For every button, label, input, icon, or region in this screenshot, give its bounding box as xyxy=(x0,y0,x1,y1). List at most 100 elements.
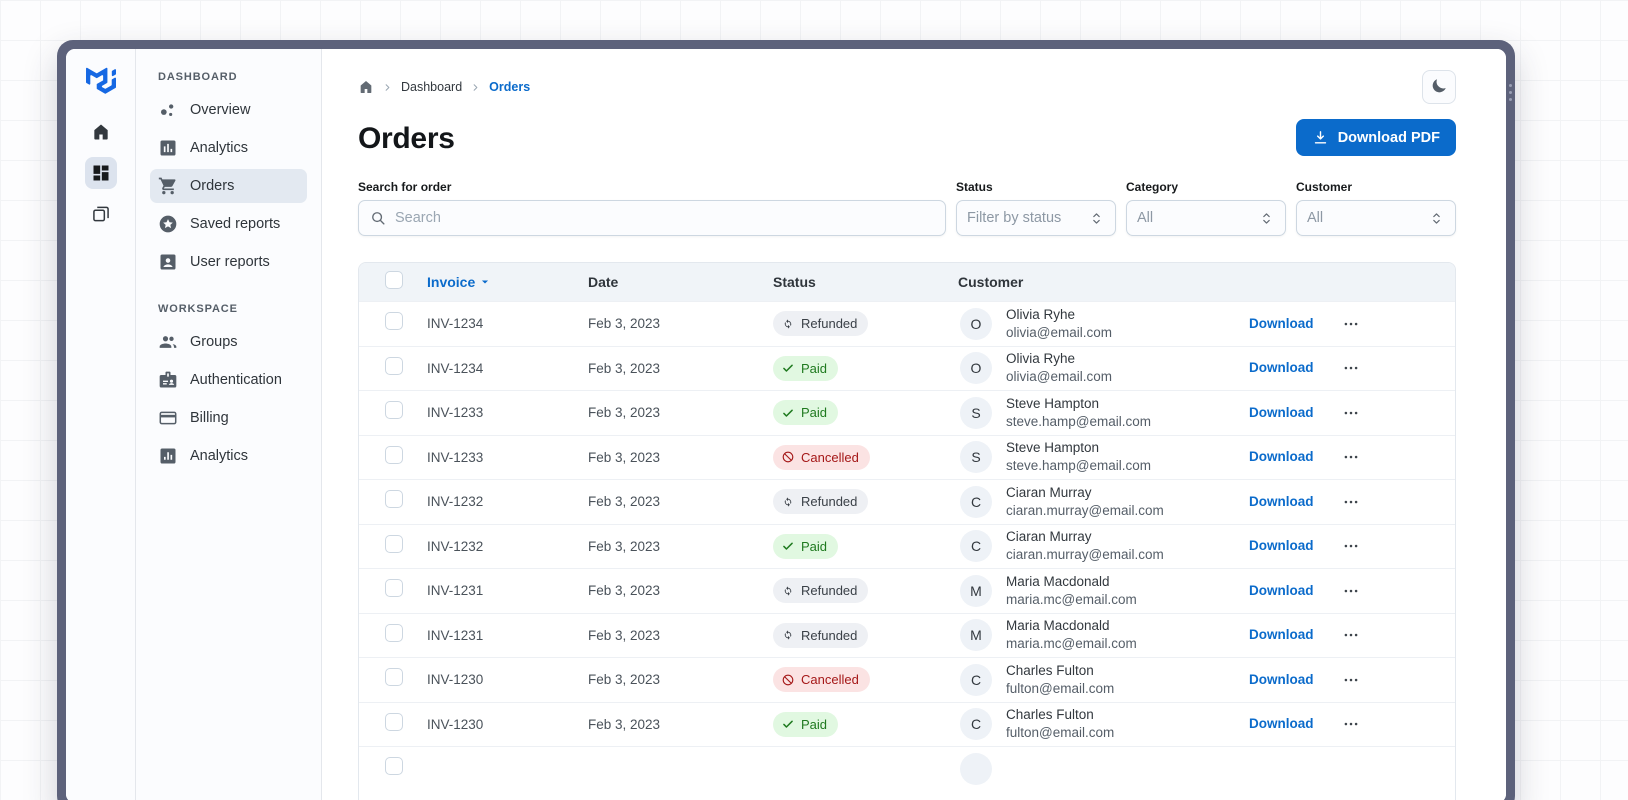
row-menu-button[interactable] xyxy=(1339,312,1363,336)
download-link[interactable]: Download xyxy=(1249,360,1314,376)
mui-logo[interactable] xyxy=(85,67,116,94)
sidebar-item-authentication[interactable]: Authentication xyxy=(150,363,307,397)
status-chip: Refunded xyxy=(773,489,869,515)
avatar xyxy=(960,752,992,785)
customer-cell: C Ciaran Murray ciaran.murray@email.com xyxy=(958,528,1249,564)
status-label: Paid xyxy=(801,405,828,421)
download-link[interactable]: Download xyxy=(1249,671,1314,687)
filter-label: Customer xyxy=(1296,180,1353,194)
check-icon xyxy=(781,539,795,553)
sidebar-item-user-reports[interactable]: User reports xyxy=(150,245,307,279)
check-icon xyxy=(781,717,795,731)
customer-email: steve.hamp@email.com xyxy=(1006,458,1152,474)
customer-name: Steve Hampton xyxy=(1006,395,1100,411)
download-link[interactable]: Download xyxy=(1249,582,1314,598)
filter-select-value: All xyxy=(1137,210,1154,226)
download-link[interactable]: Download xyxy=(1249,404,1314,420)
column-header-invoice[interactable]: Invoice xyxy=(427,274,588,290)
row-checkbox[interactable] xyxy=(385,623,403,642)
row-menu-button[interactable] xyxy=(1339,712,1363,736)
select-arrows-icon xyxy=(1428,210,1445,227)
row-checkbox[interactable] xyxy=(385,490,403,509)
search-label: Search for order xyxy=(358,180,452,194)
row-menu-button[interactable] xyxy=(1339,401,1363,425)
sidebar-item-billing[interactable]: Billing xyxy=(150,401,307,435)
status-label: Refunded xyxy=(801,316,858,332)
row-checkbox[interactable] xyxy=(385,401,403,420)
sidebar-item-analytics[interactable]: Analytics xyxy=(150,439,307,473)
download-link[interactable]: Download xyxy=(1249,627,1314,643)
row-checkbox[interactable] xyxy=(385,712,403,731)
status-label: Cancelled xyxy=(801,672,859,688)
row-menu-button[interactable] xyxy=(1339,490,1363,514)
column-header-date: Date xyxy=(588,274,619,290)
sidebar-item-overview[interactable]: Overview xyxy=(150,93,307,127)
row-menu-button[interactable] xyxy=(1339,356,1363,380)
filter-select-category[interactable]: All xyxy=(1126,200,1286,236)
customer-name: Maria Macdonald xyxy=(1006,573,1110,589)
invoice-cell: INV-1231 xyxy=(427,627,484,643)
sidebar-item-analytics[interactable]: Analytics xyxy=(150,131,307,165)
row-checkbox[interactable] xyxy=(385,445,403,464)
credit-card-icon xyxy=(158,408,178,428)
rail-button-dashboard[interactable] xyxy=(84,157,117,189)
filter-select-value: All xyxy=(1307,210,1324,226)
moon-icon xyxy=(1430,77,1448,98)
sidebar-item-label: Analytics xyxy=(190,448,249,464)
status-label: Paid xyxy=(801,360,828,376)
download-link[interactable]: Download xyxy=(1249,493,1314,509)
avatar: S xyxy=(960,396,992,429)
filter-select-status[interactable]: Filter by status xyxy=(956,200,1116,236)
customer-cell: O Olivia Ryhe olivia@email.com xyxy=(958,306,1249,342)
download-link[interactable]: Download xyxy=(1249,315,1314,331)
sidebar-item-saved-reports[interactable]: Saved reports xyxy=(150,207,307,241)
customer-email: maria.mc@email.com xyxy=(1006,636,1137,652)
date-cell: Feb 3, 2023 xyxy=(588,716,661,732)
breadcrumb-home-icon[interactable] xyxy=(358,79,374,95)
sidebar-section-label: DASHBOARD xyxy=(158,71,238,83)
theme-toggle-button[interactable] xyxy=(1422,70,1456,104)
row-menu-button[interactable] xyxy=(1339,668,1363,692)
sidebar-section: DASHBOARD Overview Analytics Orders Save… xyxy=(150,71,307,279)
download-link[interactable]: Download xyxy=(1249,716,1314,732)
row-menu-button[interactable] xyxy=(1339,623,1363,647)
rail-button-window-stack[interactable] xyxy=(85,198,117,230)
row-menu-button[interactable] xyxy=(1339,579,1363,603)
sidebar-section-label: WORKSPACE xyxy=(158,303,238,315)
row-checkbox[interactable] xyxy=(385,312,403,331)
account-box-icon xyxy=(158,252,178,272)
table-row: INV-1234 Feb 3, 2023 Refunded O Olivia R… xyxy=(359,301,1455,346)
window-stack-icon xyxy=(91,204,111,224)
row-checkbox[interactable] xyxy=(385,579,403,598)
sidebar-item-groups[interactable]: Groups xyxy=(150,325,307,359)
caret-down-icon xyxy=(477,274,493,290)
select-all-checkbox[interactable] xyxy=(385,270,403,289)
download-link[interactable]: Download xyxy=(1249,449,1314,465)
rail-button-home[interactable] xyxy=(85,116,117,148)
table-row: INV-1233 Feb 3, 2023 Paid S Steve Hampto… xyxy=(359,390,1455,435)
badge-icon xyxy=(158,370,178,390)
filter-label: Category xyxy=(1126,180,1179,194)
breadcrumb-item-dashboard[interactable]: Dashboard xyxy=(401,80,463,94)
row-checkbox[interactable] xyxy=(385,668,403,687)
download-link[interactable]: Download xyxy=(1249,538,1314,554)
sidebar-item-orders[interactable]: Orders xyxy=(150,169,307,203)
customer-cell: C Charles Fulton fulton@email.com xyxy=(958,706,1249,742)
search-input[interactable] xyxy=(395,210,935,226)
download-pdf-button[interactable]: Download PDF xyxy=(1295,119,1456,156)
row-checkbox[interactable] xyxy=(385,356,403,375)
customer-cell: M Maria Macdonald maria.mc@email.com xyxy=(958,573,1249,609)
filter-select-customer[interactable]: All xyxy=(1296,200,1456,236)
row-menu-button[interactable] xyxy=(1339,445,1363,469)
row-menu-button[interactable] xyxy=(1339,534,1363,558)
bubble-chart-icon xyxy=(158,100,178,120)
filter-row: Search for order Status Filter by status… xyxy=(358,180,1456,236)
table-row-partial xyxy=(359,746,1455,791)
row-checkbox[interactable] xyxy=(385,534,403,553)
orders-table: Invoice Date Status Customer INV-1234 Fe… xyxy=(358,262,1456,800)
table-row: INV-1232 Feb 3, 2023 Refunded C Ciaran M… xyxy=(359,479,1455,524)
row-checkbox[interactable] xyxy=(385,757,403,776)
breadcrumb-item-orders[interactable]: Orders xyxy=(489,80,531,94)
avatar: C xyxy=(960,530,992,563)
customer-email: steve.hamp@email.com xyxy=(1006,413,1152,429)
